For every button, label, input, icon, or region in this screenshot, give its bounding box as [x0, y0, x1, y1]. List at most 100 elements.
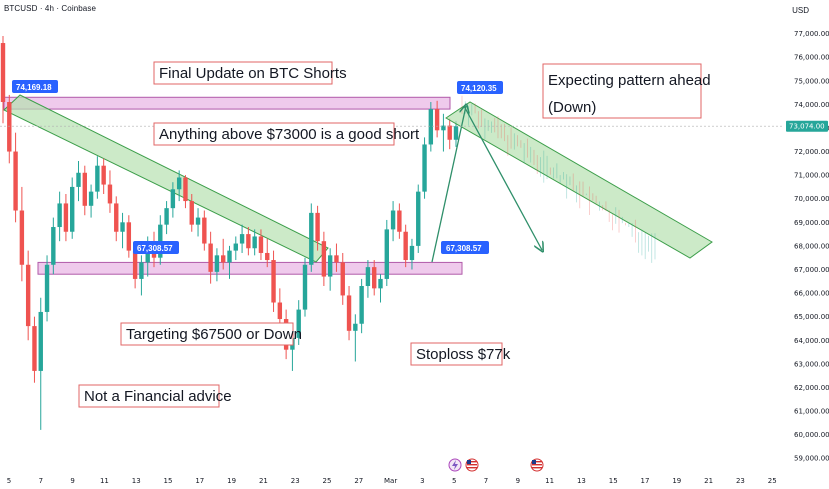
arrow-up [431, 106, 466, 263]
y-tick-label: 71,000.00 [794, 172, 829, 180]
candle-body [101, 165, 106, 185]
current-price-tag [786, 120, 828, 132]
candle-body [132, 250, 138, 279]
candle-body [82, 172, 87, 206]
candle-body [176, 177, 182, 190]
price-label-text: 67,308.57 [137, 244, 173, 253]
annotation-disclaimer[interactable]: Not a Financial advice [78, 384, 232, 408]
price-label-text: 67,308.57 [446, 244, 482, 253]
candle-body [302, 264, 308, 310]
flag-icon-us[interactable] [465, 458, 479, 472]
candle-body [139, 262, 144, 279]
candle-body [428, 109, 434, 145]
candle-body [441, 125, 446, 131]
candle-body [327, 255, 333, 277]
candle-body [321, 241, 327, 277]
x-tick-label: 23 [291, 477, 300, 485]
candle-body [453, 126, 459, 140]
arrow-down [463, 105, 542, 250]
y-tick-label: 77,000.00 [794, 30, 829, 38]
candle-body [221, 255, 226, 263]
candle-body [114, 203, 119, 232]
flag-icon-us[interactable] [530, 458, 544, 472]
x-tick-label: 7 [39, 477, 43, 485]
price-label-67308-left: 67,308.57 [133, 241, 179, 254]
candle-body [214, 255, 220, 272]
annotation-final-update[interactable]: Final Update on BTC Shorts [153, 61, 347, 85]
candle-body [76, 172, 81, 187]
currency-label: USD [792, 6, 809, 15]
candle-body [107, 184, 113, 204]
y-tick-label: 62,000.00 [794, 384, 829, 392]
x-axis: 5 7 9 11 13 15 17 19 21 23 25 27 Mar 3 5 7 9 11 13 15 17 19 21… [7, 477, 777, 485]
x-tick-label: 21 [704, 477, 713, 485]
candle-body [378, 278, 383, 289]
candle-body [384, 229, 389, 279]
x-tick-label: 13 [577, 477, 586, 485]
x-tick-label: 13 [132, 477, 141, 485]
y-tick-label: 66,000.00 [794, 290, 829, 298]
x-tick-label: 21 [259, 477, 268, 485]
candle-body [208, 243, 213, 272]
candle-body [57, 203, 62, 228]
candle-body [340, 262, 345, 296]
candle-body [334, 255, 339, 263]
price-label-text: 74,120.35 [461, 84, 497, 93]
price-label-67308-right: 67,308.57 [441, 241, 489, 254]
candle-body [397, 210, 402, 232]
candle-body [164, 208, 169, 225]
candle-body [346, 295, 352, 331]
annotation-text: (Down) [548, 99, 596, 116]
candle-body [296, 309, 301, 338]
annotation-targeting[interactable]: Targeting $67500 or Down [120, 322, 302, 346]
y-tick-label: 67,000.00 [794, 266, 829, 274]
x-tick-label: 25 [768, 477, 777, 485]
candle-body [202, 217, 207, 244]
x-tick-label: 5 [452, 477, 456, 485]
x-tick-label: 17 [641, 477, 650, 485]
candle-body [0, 43, 6, 102]
candle-body [195, 217, 201, 225]
candle-body [95, 165, 100, 192]
y-tick-label: 69,000.00 [794, 219, 829, 227]
x-tick-label: 11 [100, 477, 109, 485]
candle-body [353, 323, 358, 331]
y-axis: 77,000.0076,000.0075,000.0074,000.0073,0… [794, 30, 829, 463]
event-icon-lightning[interactable] [448, 458, 462, 472]
y-tick-label: 75,000.00 [794, 77, 829, 85]
y-tick-label: 59,000.00 [794, 455, 829, 463]
annotation-text: Anything above $73000 is a good short [159, 126, 420, 143]
annotation-expecting-pattern[interactable]: Expecting pattern ahead (Down) [542, 63, 711, 119]
x-tick-label: 25 [323, 477, 332, 485]
projected-channel[interactable] [445, 101, 713, 259]
descending-channel-left[interactable] [3, 94, 329, 263]
x-tick-label: 7 [484, 477, 488, 485]
symbol-header: BTCUSD · 4h · Coinbase [4, 4, 97, 13]
candle-body [233, 243, 238, 251]
candle-body [63, 203, 69, 232]
y-tick-label: 61,000.00 [794, 408, 829, 416]
candle-body [32, 326, 37, 371]
resistance-zone[interactable] [3, 96, 451, 110]
support-zone[interactable] [37, 261, 463, 275]
candle-body [170, 189, 176, 209]
candle-body [13, 151, 18, 211]
candle-body [145, 245, 150, 263]
candle-body [315, 212, 320, 242]
x-tick-label: 27 [354, 477, 363, 485]
y-tick-label: 72,000.00 [794, 148, 829, 156]
candle-body [422, 144, 427, 192]
candle-body [365, 267, 371, 286]
candle-body [277, 302, 283, 320]
annotation-short-above[interactable]: Anything above $73000 is a good short [153, 122, 420, 146]
candle-body [88, 191, 94, 206]
annotation-text: Not a Financial advice [84, 388, 232, 405]
annotation-text: Targeting $67500 or Down [126, 326, 302, 343]
annotation-text: Final Update on BTC Shorts [159, 65, 347, 82]
annotation-stoploss[interactable]: Stoploss $77k [410, 342, 511, 366]
candle-body [265, 252, 270, 261]
y-tick-label: 76,000.00 [794, 54, 829, 62]
y-tick-label: 63,000.00 [794, 360, 829, 368]
